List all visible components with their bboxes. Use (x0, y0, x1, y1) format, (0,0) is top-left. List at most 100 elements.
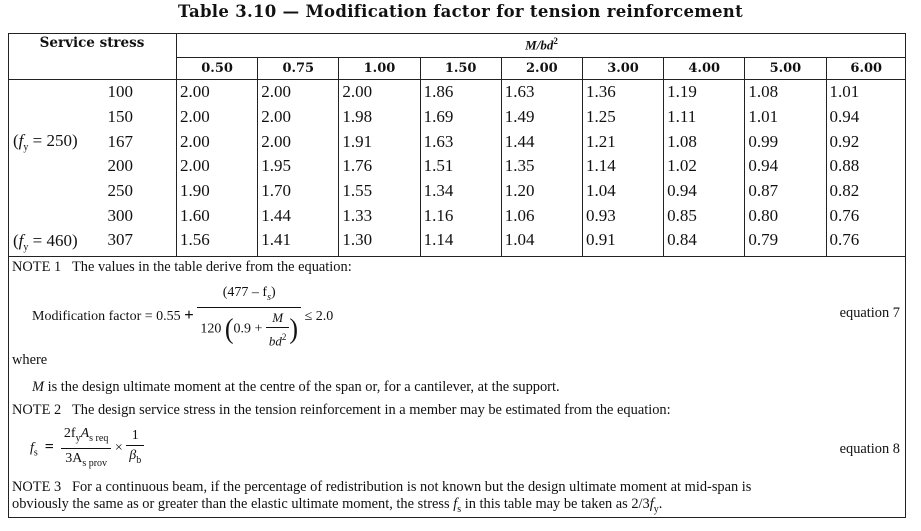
stress-value: 307 (107, 230, 134, 250)
column-header: 3.00 (581, 57, 664, 80)
note-3-fy-sub: y (653, 503, 659, 515)
eq7-num-sub: s (267, 291, 271, 303)
eq8-num: 2f (63, 426, 76, 441)
factor-cell: 0.93 (581, 203, 664, 229)
eq8-num-sub2: s req (89, 432, 109, 444)
eq8-beta-sub: b (136, 455, 142, 467)
factor-cell: 1.14 (581, 154, 664, 179)
factor-cell: 1.04 (500, 228, 583, 257)
eq8-fraction-2: 1 βb (126, 427, 145, 469)
factor-cell: 1.63 (500, 79, 583, 105)
factor-cell: 1.41 (257, 228, 339, 257)
factor-cell: 1.90 (175, 178, 258, 204)
factor-cell: 0.84 (663, 228, 745, 257)
factor-cell: 1.01 (825, 79, 906, 105)
note-3: NOTE 3 For a continuous beam, if the per… (12, 479, 751, 496)
eq8-num-sub1: y (75, 432, 81, 444)
m-bd2-sup: 2 (553, 36, 558, 47)
eq8-lhs: f (30, 440, 34, 456)
service-stress-header: Service stress (8, 33, 177, 80)
eq8-equals: = (44, 438, 54, 456)
eq7-lhs: Modification factor = 0.55 (32, 308, 181, 324)
factor-cell: 0.82 (825, 178, 906, 204)
factor-cell: 1.08 (663, 129, 745, 155)
fy-annotation: (fy = 460) (13, 230, 78, 254)
factor-cell: 2.00 (175, 129, 258, 155)
where-label: where (12, 352, 48, 368)
note-1-text: The values in the table derive from the … (71, 259, 352, 275)
factor-cell: 1.02 (663, 154, 745, 179)
note-2-text: The design service stress in the tension… (71, 402, 671, 418)
factor-cell: 0.76 (825, 228, 906, 257)
factor-cell: 1.60 (175, 203, 258, 229)
factor-cell: 2.00 (175, 104, 258, 130)
m-bd2-label: M/bd (525, 37, 554, 53)
eq8-den-sub: s prov (82, 457, 108, 469)
stress-value: 167 (107, 131, 134, 151)
eq7-num-close: ) (270, 285, 276, 300)
column-header: 1.50 (419, 57, 502, 80)
eq8-times: × (114, 440, 123, 456)
factor-cell: 1.01 (744, 104, 826, 130)
factor-cell: 0.80 (744, 203, 826, 229)
table-row: 100 2.00 2.00 2.00 1.86 1.63 1.36 1.19 1.08 1.01 (8, 79, 906, 105)
column-header: 6.00 (825, 57, 906, 80)
service-stress-cell: 300 (8, 203, 177, 229)
stress-value: 250 (107, 181, 134, 201)
factor-cell: 1.76 (338, 154, 421, 179)
fy-annotation: (fy = 250) (13, 130, 78, 153)
factor-cell: 1.30 (338, 228, 421, 257)
table-body: 100 2.00 2.00 2.00 1.86 1.63 1.36 1.19 1.08 1.01 1… (8, 79, 906, 257)
eq7-inner-den-sup: 2 (281, 331, 287, 342)
factor-cell: 1.19 (663, 79, 745, 105)
factor-cell: 0.92 (825, 129, 906, 155)
where-text: is the design ultimate moment at the cen… (44, 379, 560, 395)
factor-cell: 0.79 (744, 228, 826, 257)
table-row: 250 1.90 1.70 1.55 1.34 1.20 1.04 0.94 0.87 0.82 (8, 178, 906, 204)
factor-cell: 1.06 (500, 203, 583, 229)
modification-factor-table: Service stress M/bd2 0.50 0.75 1.00 1.50… (8, 33, 906, 257)
where-var: M (32, 379, 44, 395)
table-title: Table 3.10 — Modification factor for ten… (177, 2, 744, 21)
service-stress-cell: 250 (8, 178, 177, 204)
factor-cell: 2.00 (257, 104, 339, 130)
factor-cell: 1.14 (419, 228, 502, 257)
factor-cell: 1.11 (663, 104, 745, 130)
eq8-den: 3A (65, 450, 83, 466)
factor-cell: 1.95 (257, 154, 339, 179)
factor-cell: 1.16 (419, 203, 502, 229)
eq8-numerator: 2fyAs req (60, 425, 112, 449)
factor-cell: 0.99 (744, 129, 826, 155)
factor-cell: 1.49 (500, 104, 583, 130)
factor-cell: 0.88 (825, 154, 906, 179)
factor-cell: 0.94 (744, 154, 826, 179)
eq7-inner-den-text: bd (268, 333, 282, 349)
equation-8-label: equation 8 (839, 441, 900, 457)
note-3-end: . (658, 496, 663, 512)
eq7-numerator: (477 – fs) (197, 284, 302, 308)
column-header: 0.75 (257, 57, 339, 80)
note-2-label: NOTE 2 (12, 402, 62, 418)
note-3-line2-a: obviously the same as or greater than th… (12, 496, 454, 512)
factor-cell: 1.25 (581, 104, 664, 130)
factor-cell: 1.34 (419, 178, 502, 204)
note-2: NOTE 2 The design service stress in the … (12, 402, 671, 419)
column-header: 0.50 (176, 57, 258, 80)
factor-cell: 1.20 (500, 178, 583, 204)
factor-cell: 1.44 (500, 129, 583, 155)
equation-7: Modification factor = 0.55 + (477 – fs) … (32, 284, 333, 349)
eq7-den-inner: 0.9 + (233, 321, 263, 337)
factor-cell: 1.44 (257, 203, 339, 229)
note-1: NOTE 1 The values in the table derive fr… (12, 259, 352, 276)
eq8-beta: β (129, 448, 137, 464)
eq8-fraction: 2fyAs req 3As prov (60, 425, 112, 472)
note-1-label: NOTE 1 (12, 259, 62, 275)
note-3-line1: For a continuous beam, if the percentage… (71, 479, 752, 495)
table-row: 300 1.60 1.44 1.33 1.16 1.06 0.93 0.85 0.80 0.76 (8, 203, 906, 229)
eq8-denominator: 3As prov (61, 449, 111, 472)
note-3-line-2: obviously the same as or greater than th… (12, 496, 662, 518)
factor-cell: 1.69 (419, 104, 502, 130)
